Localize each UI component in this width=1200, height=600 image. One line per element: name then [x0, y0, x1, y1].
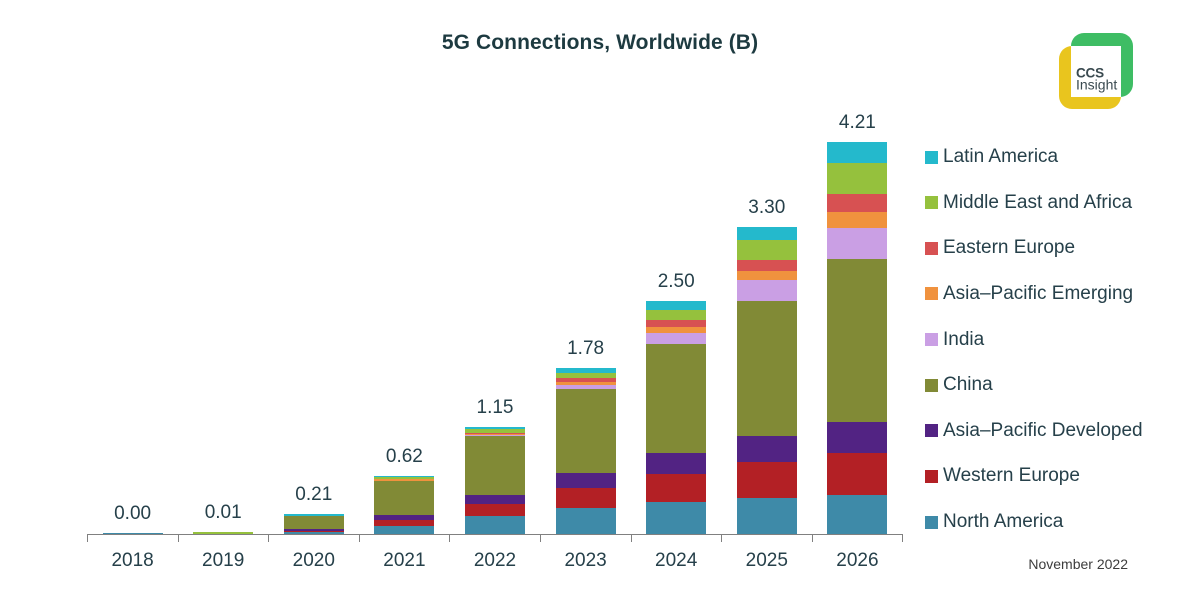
- svg-text:CCS: CCS: [1076, 66, 1104, 81]
- svg-text:Insight: Insight: [1076, 77, 1117, 93]
